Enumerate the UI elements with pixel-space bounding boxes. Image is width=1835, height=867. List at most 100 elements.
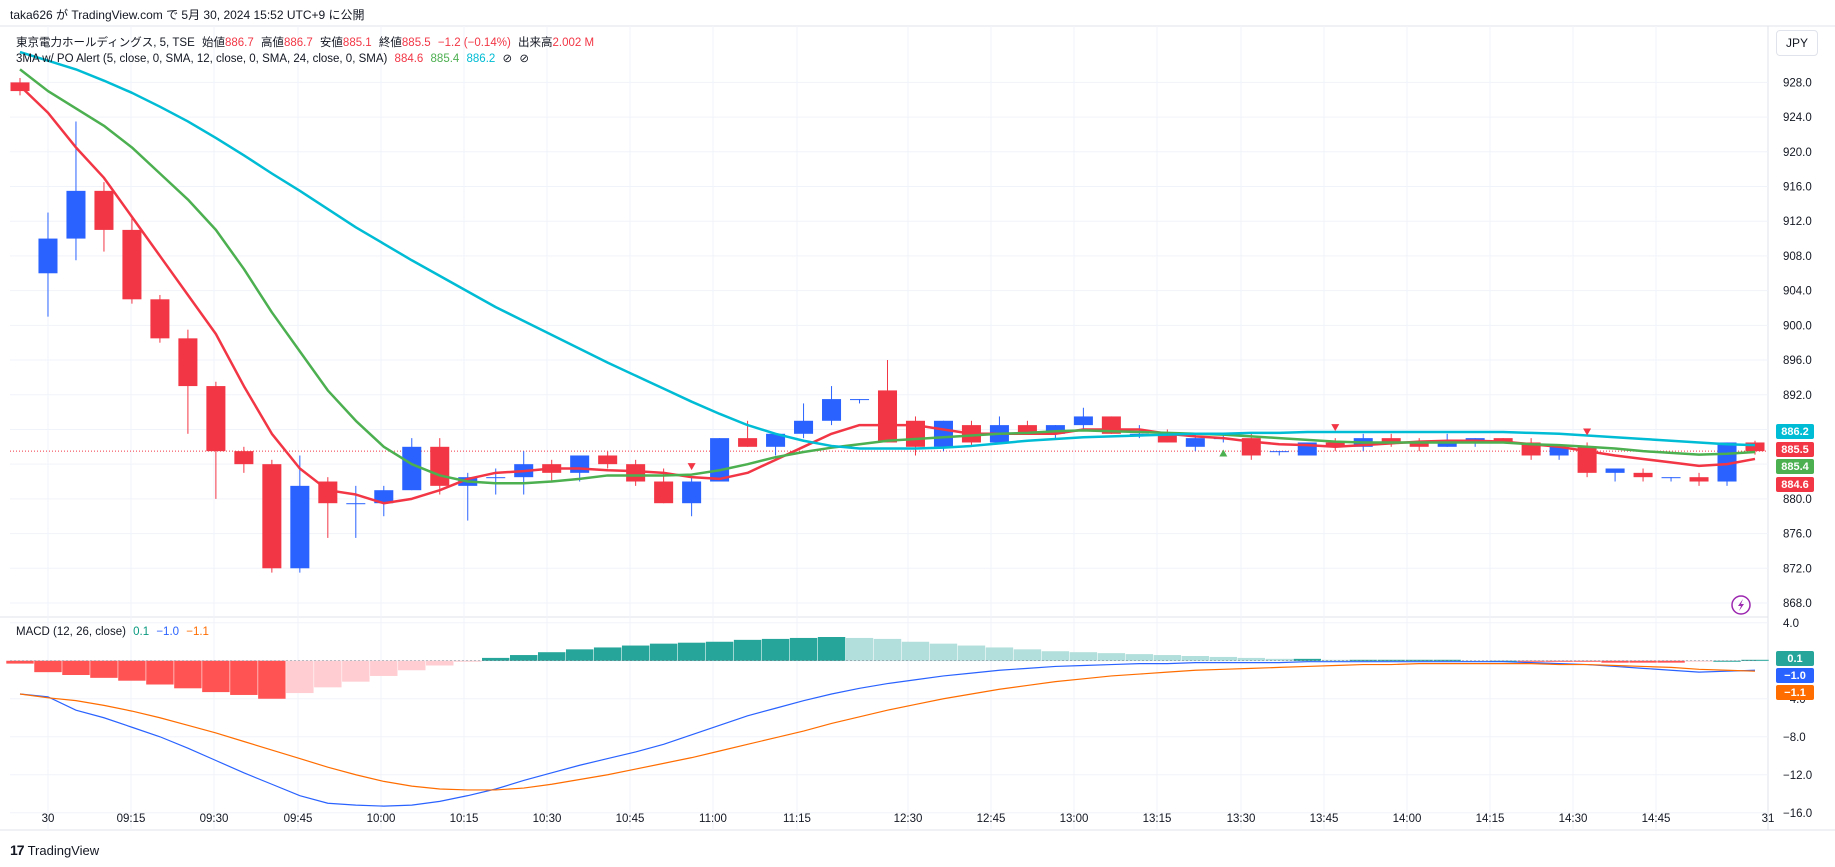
candle-body [1689,477,1709,482]
high-value: 886.7 [283,37,313,49]
candle-body [570,455,590,473]
candle [710,438,730,482]
macd-histogram-bar [1293,658,1321,661]
x-tick-label: 12:45 [977,813,1006,825]
footer-brand[interactable]: 17 TradingView [10,842,99,858]
candle-body [626,464,646,482]
macd-histogram-bar [901,641,930,661]
candle [206,381,226,499]
sma-line [19,68,1756,485]
macd-histogram-bar [509,655,538,661]
x-tick-label: 10:15 [450,813,479,825]
x-tick-label: 11:15 [783,813,811,825]
y-tick-label: 908.0 [1783,251,1812,263]
candle [1409,438,1429,452]
macd-histogram-bar [1657,660,1685,663]
macd-histogram-bar [1545,660,1573,662]
candle-body [710,438,730,482]
candle [290,455,310,573]
candle-body [1045,425,1065,434]
macd-histogram-bar [90,660,118,678]
candle-body [933,420,953,447]
candle-body [766,433,786,447]
y-tick-label: 904.0 [1783,286,1812,298]
macd-histogram-bar [1041,651,1070,661]
macd-histogram-bar [1237,657,1266,661]
macd-histogram-bar [873,638,902,661]
close-label: 終値 [378,37,402,49]
x-tick-label: 30 [42,813,55,825]
sma-line [19,50,1756,450]
y-tick-label: 876.0 [1783,529,1812,541]
y-tick-label: 916.0 [1783,182,1812,194]
candle-body [402,446,422,491]
macd-signal-value: −1.1 [186,626,209,638]
candle-body [794,420,814,434]
candle-body [850,399,870,401]
x-tick-label: 10:45 [616,813,645,825]
macd-histogram-bar [1181,656,1210,661]
macd-histogram-bar [426,660,454,666]
x-tick-label: 09:30 [200,813,229,825]
y-tick-label: 868.0 [1783,598,1812,610]
hidden-value-icon: ⊘ [502,53,513,65]
candle-body [1549,446,1569,456]
candle [1325,438,1345,452]
macd-legend[interactable]: MACD (12, 26, close) 0.1 −1.0 −1.1 [16,626,213,638]
candle-body [206,386,226,452]
macd-histogram-bar [118,660,146,681]
macd-indicator-name: MACD (12, 26, close) [16,626,126,638]
candle [178,329,198,434]
macd-histogram-bar [34,660,62,673]
currency-button[interactable]: JPY [1776,30,1818,56]
sma24-value: 886.2 [466,53,496,65]
candle-body [38,238,58,274]
y-tick-label: 900.0 [1783,320,1812,332]
macd-histogram-bar [342,660,370,682]
candle-body [1269,451,1289,453]
macd-histogram-bar [202,660,230,693]
buy-signal-marker [1219,449,1228,457]
macd-histogram-bar [1741,659,1769,661]
y-tick-label: 896.0 [1783,355,1812,367]
sma24-price-badge: 886.2 [1776,424,1814,439]
x-tick-label: 14:15 [1476,813,1505,825]
low-value: 885.1 [342,37,372,49]
macd-y-tick-label: −16.0 [1783,808,1812,820]
candle [374,485,394,517]
macd-histogram-bar [621,645,650,661]
macd-histogram-bar [1573,660,1601,662]
x-tick-label: 12:30 [894,813,923,825]
lightning-icon [1731,595,1751,615]
candle-body [1577,446,1597,473]
candle-body [1745,442,1765,452]
candle [850,399,870,404]
candle-body [822,399,842,421]
candle [1269,451,1289,456]
macd-histogram-bar [761,638,790,661]
y-tick-label: 872.0 [1783,563,1812,575]
y-tick-label: 920.0 [1783,147,1812,159]
candle-body [682,481,702,504]
macd-hist-value: 0.1 [133,626,150,638]
last-price-badge: 885.5 [1776,442,1814,457]
candle [514,451,534,495]
candle-body [738,438,758,447]
candle [1157,429,1177,443]
brand-name: TradingView [27,842,100,858]
macd-histogram-bar [1517,660,1545,662]
macd-histogram-bar [817,637,846,661]
macd-histogram-bar [1209,656,1238,661]
macd-histogram-bar [398,660,426,671]
tradingview-logo-icon: 17 [10,842,25,858]
x-tick-label: 13:45 [1310,813,1339,825]
candle-body [1409,442,1429,447]
macd-histogram-bar [146,660,174,685]
candle [66,121,86,261]
open-label: 始値 [201,37,225,49]
sma-legend[interactable]: 3MA w/ PO Alert (5, close, 0, SMA, 12, c… [16,51,533,65]
macd-histogram-bar [1265,658,1293,661]
candle [1661,477,1681,482]
y-tick-label: 924.0 [1783,112,1812,124]
